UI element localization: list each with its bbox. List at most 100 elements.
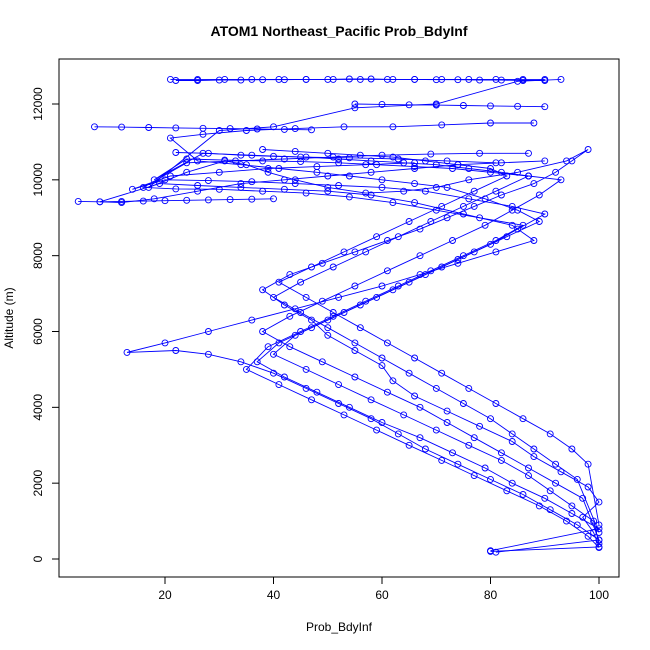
data-point [166, 134, 174, 142]
data-point [378, 176, 386, 184]
profile-line [354, 103, 545, 108]
data-point [237, 76, 245, 84]
data-point [454, 161, 462, 169]
data-point [259, 157, 267, 165]
data-point [487, 168, 494, 176]
data-point [291, 176, 299, 184]
data-point [150, 195, 158, 203]
data-point [259, 286, 267, 294]
data-point [351, 248, 359, 256]
data-point [194, 187, 202, 195]
data-point [329, 309, 337, 316]
data-point [535, 191, 543, 199]
data-point [302, 75, 310, 83]
data-point [324, 324, 332, 332]
data-point [508, 479, 516, 487]
data-point [324, 316, 332, 324]
data-point [248, 195, 256, 203]
data-point [335, 293, 343, 301]
data-point [421, 187, 429, 195]
x-tick-label: 20 [158, 588, 172, 602]
data-point [411, 354, 419, 362]
data-point [487, 547, 494, 555]
data-point [183, 168, 191, 176]
data-point [487, 102, 494, 110]
data-point [465, 384, 473, 392]
data-point [221, 75, 229, 83]
data-point [324, 75, 332, 83]
data-point [74, 197, 82, 205]
data-point [508, 221, 516, 229]
series-layer [74, 75, 603, 556]
data-point [389, 153, 397, 161]
profile-line [99, 160, 601, 553]
data-point [329, 263, 337, 271]
data-point [541, 103, 549, 111]
data-point [291, 125, 299, 133]
data-point [573, 521, 581, 529]
data-point [427, 150, 435, 158]
data-point [123, 348, 131, 356]
data-point [383, 267, 391, 275]
data-point [308, 396, 315, 404]
data-point [351, 100, 359, 108]
data-point [405, 441, 413, 449]
data-point [259, 76, 267, 84]
data-point [248, 316, 256, 324]
data-point [378, 362, 386, 370]
data-point [280, 76, 288, 84]
data-point [318, 297, 326, 305]
data-point [584, 483, 592, 491]
data-point [503, 487, 511, 495]
data-point [221, 156, 229, 164]
data-point [535, 502, 543, 510]
data-point [519, 491, 527, 498]
data-point [308, 126, 315, 134]
data-point [237, 151, 245, 159]
chart-title: ATOM1 Northeast_Pacific Prob_BdyInf [211, 23, 468, 39]
data-point [492, 400, 500, 407]
data-point [476, 76, 484, 84]
y-tick-label: 12000 [31, 87, 45, 121]
data-point [161, 176, 169, 184]
data-point [416, 252, 424, 260]
profile-line [175, 78, 545, 81]
data-point [356, 324, 364, 332]
data-point [172, 124, 180, 132]
data-point [324, 172, 332, 180]
data-point [421, 445, 429, 453]
data-point [275, 278, 283, 286]
data-point [291, 331, 299, 339]
data-point [497, 159, 505, 167]
data-point [183, 155, 191, 163]
data-point [579, 494, 587, 502]
data-point [362, 248, 370, 256]
data-point [584, 146, 592, 153]
data-point [335, 182, 343, 189]
data-point [443, 419, 451, 426]
data-point [443, 183, 451, 191]
data-point [459, 202, 467, 210]
data-point [563, 157, 570, 165]
data-point [308, 263, 315, 271]
data-point [394, 233, 402, 241]
data-point [497, 449, 505, 457]
data-point [519, 221, 527, 229]
data-point [557, 75, 565, 83]
y-tick-label: 0 [31, 555, 45, 562]
data-point [237, 358, 245, 366]
data-point [454, 259, 462, 267]
data-point [405, 218, 413, 225]
data-point [595, 544, 603, 552]
data-point [568, 510, 576, 517]
data-point [324, 187, 332, 195]
data-point [438, 121, 446, 129]
data-point [405, 369, 413, 377]
data-point [497, 191, 505, 199]
data-point [345, 403, 353, 411]
data-point [568, 157, 576, 165]
data-point [470, 434, 478, 442]
data-point [400, 159, 408, 167]
data-point [291, 180, 299, 188]
